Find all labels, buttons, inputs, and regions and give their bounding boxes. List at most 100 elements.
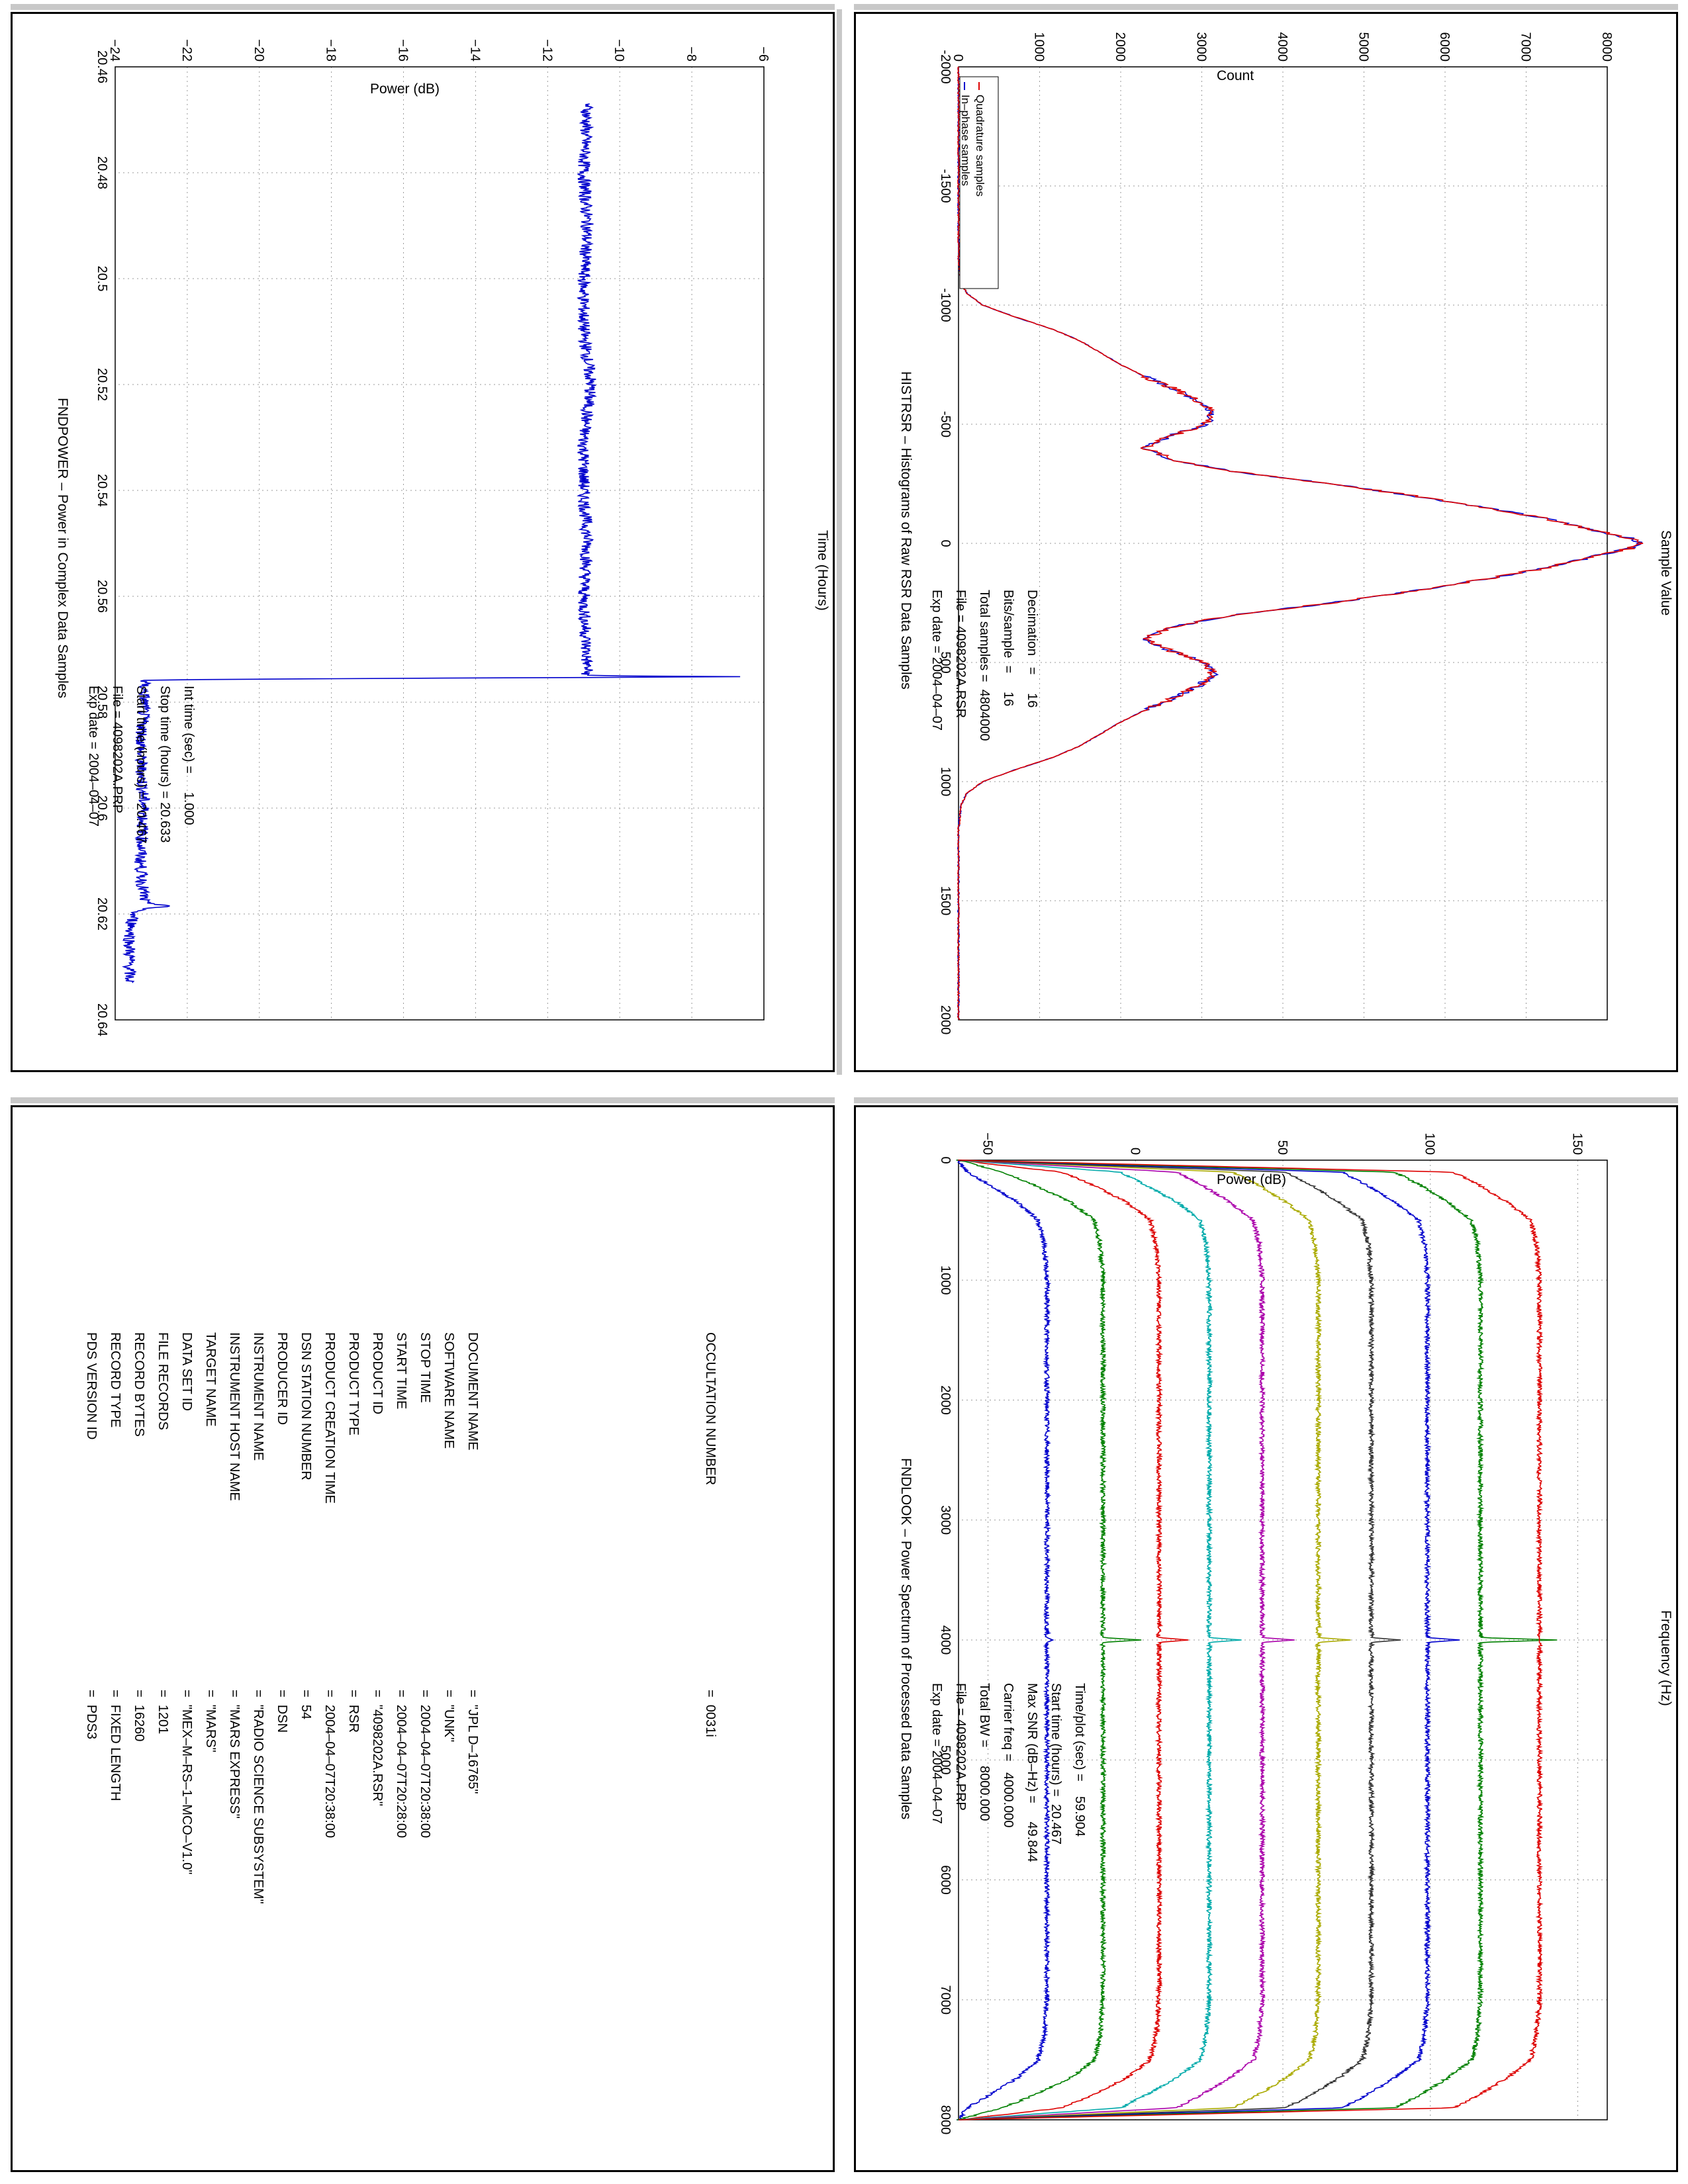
x-tick-label: 20.5 xyxy=(95,266,109,292)
plot-frame xyxy=(958,66,1608,1021)
x-tick-label: -500 xyxy=(938,411,953,437)
panel-shadow xyxy=(854,1097,1678,1103)
label-key: PRODUCER ID xyxy=(275,1332,289,1426)
label-value: = "4098202A.RSR" xyxy=(370,1690,385,1806)
series-line-power xyxy=(122,103,741,983)
plot-area: 0 1000 2000 3000 4000 5000 6000 7000 8000 −50 0 50 1… xyxy=(938,1132,1608,2135)
label-key: RECORD TYPE xyxy=(108,1332,122,1428)
x-tick-label: 6000 xyxy=(938,1865,953,1895)
label-key: RECORD BYTES xyxy=(132,1332,146,1437)
y-tick-label: −14 xyxy=(467,39,482,62)
x-tick-label: 20.46 xyxy=(95,50,109,83)
spectrum-plot: 0 1000 2000 3000 4000 5000 6000 7000 8000 −50 0 50 1… xyxy=(856,1107,1676,2170)
histogram-title: HISTRSR – Histograms of Raw RSR Data Sam… xyxy=(898,371,914,690)
y-tick-label: 8000 xyxy=(1599,32,1614,62)
x-tick-label: 20.64 xyxy=(95,1003,109,1036)
plot-frame xyxy=(115,66,765,1021)
x-tick-label: 500 xyxy=(938,651,953,673)
series-line-spectrum xyxy=(959,1160,1142,2120)
y-tick-label: 3000 xyxy=(1194,32,1209,62)
histogram-info-line: Total samples = 4804000 xyxy=(977,590,992,741)
label-value: = PDS3 xyxy=(84,1690,99,1740)
label-key: FILE RECORDS xyxy=(156,1332,170,1430)
series-line-spectrum xyxy=(957,1160,1055,2120)
x-tick-label: -1000 xyxy=(938,288,953,322)
x-tick-label: 2000 xyxy=(938,1385,953,1415)
y-tick-label: −22 xyxy=(179,39,194,62)
histogram-info-line: File = 4098202A.RSR xyxy=(953,590,968,719)
y-tick-label: −24 xyxy=(107,39,122,62)
panel-shadow xyxy=(854,4,1678,10)
plot-frame xyxy=(958,1160,1608,2120)
plot-area: 20.46 20.48 20.5 20.52 20.54 20.56 20.58 20.6 20… xyxy=(95,39,771,1036)
y-tick-label: 4000 xyxy=(1275,32,1289,62)
x-tick-label: 4000 xyxy=(938,1625,953,1655)
histogram-info-line: Bits/sample = 16 xyxy=(1001,590,1015,707)
power-info-line: Start time (hours) = 20.467 xyxy=(134,686,148,844)
y-tick-label: −10 xyxy=(612,39,626,62)
label-value: = 2004–04–07T20:28:00 xyxy=(394,1690,408,1839)
label-key: PRODUCT CREATION TIME xyxy=(322,1332,337,1504)
spectrum-info-line: Max SNR (dB–Hz) = 49.844 xyxy=(1025,1683,1039,1862)
y-tick-label: −50 xyxy=(980,1132,995,1155)
x-tick-label: 1000 xyxy=(938,1265,953,1295)
histogram-chart: -2000 -1500 -1000 -500 0 500 1000 1500 2000 0 1000… xyxy=(938,32,1644,1035)
series-line-quadrature xyxy=(957,66,1644,1021)
label-value: = DSN xyxy=(275,1690,289,1733)
legend-box xyxy=(959,76,999,289)
label-key: DATA SET ID xyxy=(179,1332,194,1411)
spectrum-info-line: Carrier freq = 4000.000 xyxy=(1001,1683,1015,1828)
power-plot: 20.46 20.48 20.5 20.52 20.54 20.56 20.58 20.6 20… xyxy=(13,14,833,1070)
power-info-line: Exp date = 2004–04–07 xyxy=(86,686,101,827)
y-tick-label: 5000 xyxy=(1356,32,1371,62)
y-tick-label: −20 xyxy=(252,39,266,62)
power-ylabel: Power (dB) xyxy=(370,81,440,97)
histogram-ylabel: Count xyxy=(1217,68,1254,83)
label-value: = 16260 xyxy=(132,1690,146,1742)
label-value: = RSR xyxy=(346,1690,361,1733)
x-tick-label: 3000 xyxy=(938,1506,953,1535)
label-key: DOCUMENT NAME xyxy=(465,1332,480,1451)
power-info-line: Stop time (hours) = 20.633 xyxy=(158,686,172,843)
series-line-spectrum xyxy=(956,1160,1460,2120)
legend-label-quadrature: Quadrature samples xyxy=(974,95,986,197)
series-line-spectrum xyxy=(959,1160,1351,2120)
spectrum-panel: 0 1000 2000 3000 4000 5000 6000 7000 8000 −50 0 50 1… xyxy=(854,1105,1678,2172)
pds-label-text: PDS VERSION ID = PDS3 RECORD TYPE = FIXED L… xyxy=(13,1107,833,2170)
y-tick-label: 50 xyxy=(1275,1140,1289,1155)
spectrum-ylabel: Power (dB) xyxy=(1217,1172,1287,1187)
x-tick-label: 20.48 xyxy=(95,156,109,189)
y-tick-label: 7000 xyxy=(1519,32,1533,62)
y-tick-label: 100 xyxy=(1423,1133,1437,1155)
x-tick-label: 2000 xyxy=(938,1005,953,1035)
panel-shadow xyxy=(837,9,842,1075)
x-tick-label: 0 xyxy=(938,539,953,547)
label-key: SOFTWARE NAME xyxy=(442,1332,456,1449)
pds-label-panel: PDS VERSION ID = PDS3 RECORD TYPE = FIXED L… xyxy=(11,1105,835,2172)
label-value: = "MARS" xyxy=(203,1690,218,1752)
label-key: PRODUCT ID xyxy=(370,1332,385,1415)
label-value: = "MARS EXPRESS" xyxy=(227,1690,242,1819)
spectrum-info-line: Start time (hours) = 20.467 xyxy=(1049,1683,1063,1845)
x-tick-label: 8000 xyxy=(938,2105,953,2135)
x-tick-label: 20.54 xyxy=(95,474,109,507)
y-tick-label: −8 xyxy=(684,46,698,62)
occultation-value: = 0031i xyxy=(703,1690,718,1737)
label-value: = 2004–04–07T20:38:00 xyxy=(322,1690,337,1839)
power-info-line: File = 4098202A.PRP xyxy=(110,686,124,813)
panel-shadow xyxy=(11,4,835,10)
histogram-panel: -2000 -1500 -1000 -500 0 500 1000 1500 2000 0 1000… xyxy=(854,12,1678,1072)
label-key: START TIME xyxy=(394,1332,408,1410)
spectrum-info-line: Total BW = 8000.000 xyxy=(977,1683,992,1821)
label-value: = 54 xyxy=(299,1690,313,1720)
label-value: = "UNK" xyxy=(442,1690,456,1743)
series-line-spectrum xyxy=(957,1160,1401,2120)
label-key: PRODUCT TYPE xyxy=(346,1332,361,1435)
series-line-spectrum xyxy=(958,1160,1544,2120)
panel-shadow xyxy=(11,1097,835,1103)
histogram-info-line: Exp date = 2004–04–07 xyxy=(929,590,944,731)
power-panel: 20.46 20.48 20.5 20.52 20.54 20.56 20.58 20.6 20… xyxy=(11,12,835,1072)
y-tick-label: −12 xyxy=(539,39,554,62)
spectrum-info-line: File = 4098202A.PRP xyxy=(953,1683,968,1811)
y-tick-label: −18 xyxy=(324,39,338,62)
